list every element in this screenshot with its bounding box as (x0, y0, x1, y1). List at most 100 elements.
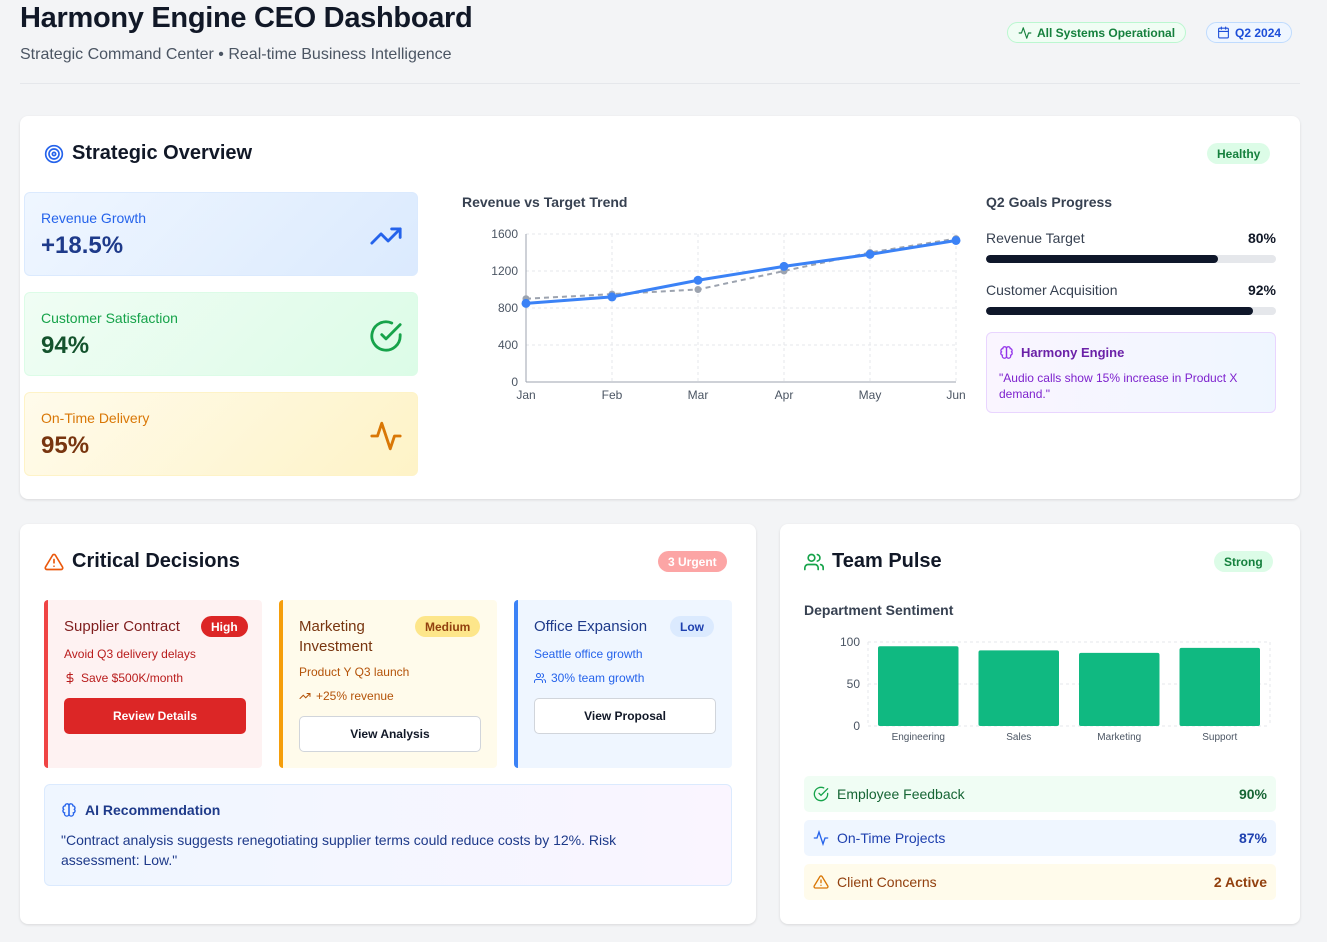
revenue-point (865, 249, 875, 259)
goal-label: Revenue Target (986, 230, 1085, 246)
harmony-engine-insight: Harmony Engine "Audio calls show 15% inc… (986, 332, 1276, 413)
decision-impact: Save $500K/month (64, 671, 183, 685)
x-tick-label: Engineering (892, 732, 945, 743)
system-status-label: All Systems Operational (1037, 25, 1176, 40)
metric-employee-feedback: Employee Feedback 90% (804, 776, 1276, 812)
goal-progress-track (986, 307, 1276, 315)
overview-status-badge: Healthy (1207, 143, 1271, 164)
y-tick-label: 1200 (491, 264, 518, 278)
y-tick-label: 800 (498, 301, 518, 315)
goal-progress-track (986, 255, 1276, 263)
team-status-badge: Strong (1214, 551, 1273, 572)
review-details-button[interactable]: Review Details (64, 698, 246, 734)
goal-progress-fill (986, 255, 1218, 263)
decision-impact: 30% team growth (534, 671, 644, 685)
decision-supplier-contract: Supplier Contract High Avoid Q3 delivery… (44, 600, 262, 768)
metric-client-concerns: Client Concerns 2 Active (804, 864, 1276, 900)
y-tick-label: 0 (511, 375, 518, 389)
priority-badge: Low (670, 616, 714, 637)
goal-revenue-target: Revenue Target 80% (986, 230, 1276, 263)
y-tick-label: 0 (853, 719, 860, 733)
revenue-point (951, 235, 961, 245)
revenue-trend-chart: 0 400 800 1200 1600 Jan Feb Mar Apr May Jun (491, 227, 965, 402)
x-tick-label: May (859, 388, 882, 402)
x-tick-label: Mar (688, 388, 709, 402)
target-icon (44, 144, 64, 163)
metric-value: 87% (1238, 830, 1267, 846)
kpi-on-time-delivery[interactable]: On-Time Delivery 95% (24, 392, 418, 476)
goal-progress-fill (986, 307, 1253, 315)
period-label: Q2 2024 (1235, 25, 1282, 40)
revenue-point (693, 275, 703, 285)
decision-title: Office Expansion (534, 618, 648, 635)
metric-value: 2 Active (1213, 874, 1267, 890)
revenue-point (607, 292, 617, 302)
decision-marketing-investment: Marketing Investment Medium Product Y Q3… (279, 600, 497, 768)
system-status-badge: All Systems Operational (1007, 22, 1187, 43)
decision-title: Marketing Investment (299, 618, 373, 655)
ai-recommendation: AI Recommendation "Contract analysis sug… (44, 784, 732, 886)
check-circle-icon (370, 320, 402, 352)
priority-badge: High (201, 616, 248, 637)
view-proposal-button[interactable]: View Proposal (534, 698, 716, 734)
decision-impact: +25% revenue (299, 689, 394, 703)
metric-value: 90% (1238, 786, 1267, 802)
target-point (694, 286, 702, 293)
goal-percent: 92% (1247, 282, 1276, 298)
view-analysis-button[interactable]: View Analysis (299, 716, 481, 752)
kpi-value: +18.5% (41, 232, 124, 259)
kpi-customer-satisfaction[interactable]: Customer Satisfaction 94% (24, 292, 418, 376)
target-series-line (525, 237, 957, 300)
kpi-revenue-growth[interactable]: Revenue Growth +18.5% (24, 192, 418, 276)
goal-customer-acquisition: Customer Acquisition 92% (986, 282, 1276, 315)
kpi-value: 95% (41, 432, 90, 459)
dollar-icon (66, 672, 74, 684)
alert-triangle-icon (44, 553, 64, 570)
calendar-icon (1218, 26, 1229, 39)
brain-icon (62, 803, 76, 817)
sentiment-chart-title: Department Sentiment (804, 602, 954, 618)
trending-up-icon (370, 227, 402, 245)
revenue-point (521, 298, 531, 308)
decision-detail: Avoid Q3 delivery delays (64, 647, 196, 661)
goal-label: Customer Acquisition (986, 282, 1118, 298)
decision-detail: Seattle office growth (534, 647, 643, 661)
y-tick-label: 400 (498, 338, 518, 352)
check-circle-icon (813, 786, 829, 802)
x-tick-label: Support (1202, 732, 1237, 743)
x-tick-label: Jan (516, 388, 535, 402)
strategic-overview-title: Strategic Overview (44, 142, 252, 165)
bar (1079, 652, 1160, 726)
bar (978, 650, 1059, 726)
y-tick-label: 1600 (491, 227, 518, 241)
revenue-series-line (525, 238, 957, 305)
decision-office-expansion: Office Expansion Low Seattle office grow… (514, 600, 732, 768)
users-icon (534, 673, 546, 683)
goals-title: Q2 Goals Progress (986, 194, 1113, 210)
kpi-label: Revenue Growth (41, 210, 147, 226)
users-icon (804, 553, 824, 570)
x-tick-label: Sales (1006, 732, 1031, 743)
decision-title: Supplier Contract (64, 618, 180, 635)
x-tick-label: Apr (775, 388, 794, 402)
activity-icon (1018, 26, 1032, 39)
alert-triangle-icon (813, 875, 829, 889)
kpi-value: 94% (41, 332, 90, 359)
metric-on-time-projects: On-Time Projects 87% (804, 820, 1276, 856)
period-selector[interactable]: Q2 2024 (1206, 22, 1293, 43)
x-tick-label: Feb (602, 388, 623, 402)
trending-up-icon (299, 693, 311, 699)
page-title: Harmony Engine CEO Dashboard (20, 2, 473, 34)
activity-icon (370, 421, 402, 451)
ai-recommendation-header: AI Recommendation (61, 802, 220, 818)
activity-icon (813, 830, 829, 846)
kpi-label: Customer Satisfaction (41, 310, 178, 326)
x-tick-label: Marketing (1097, 732, 1141, 743)
revenue-point (779, 261, 789, 271)
trend-chart-title: Revenue vs Target Trend (462, 194, 628, 210)
critical-decisions-title: Critical Decisions (44, 550, 240, 573)
decision-detail: Product Y Q3 launch (299, 665, 410, 679)
bar (878, 646, 959, 726)
urgent-count-badge: 3 Urgent (658, 551, 727, 572)
brain-icon (1000, 346, 1013, 359)
